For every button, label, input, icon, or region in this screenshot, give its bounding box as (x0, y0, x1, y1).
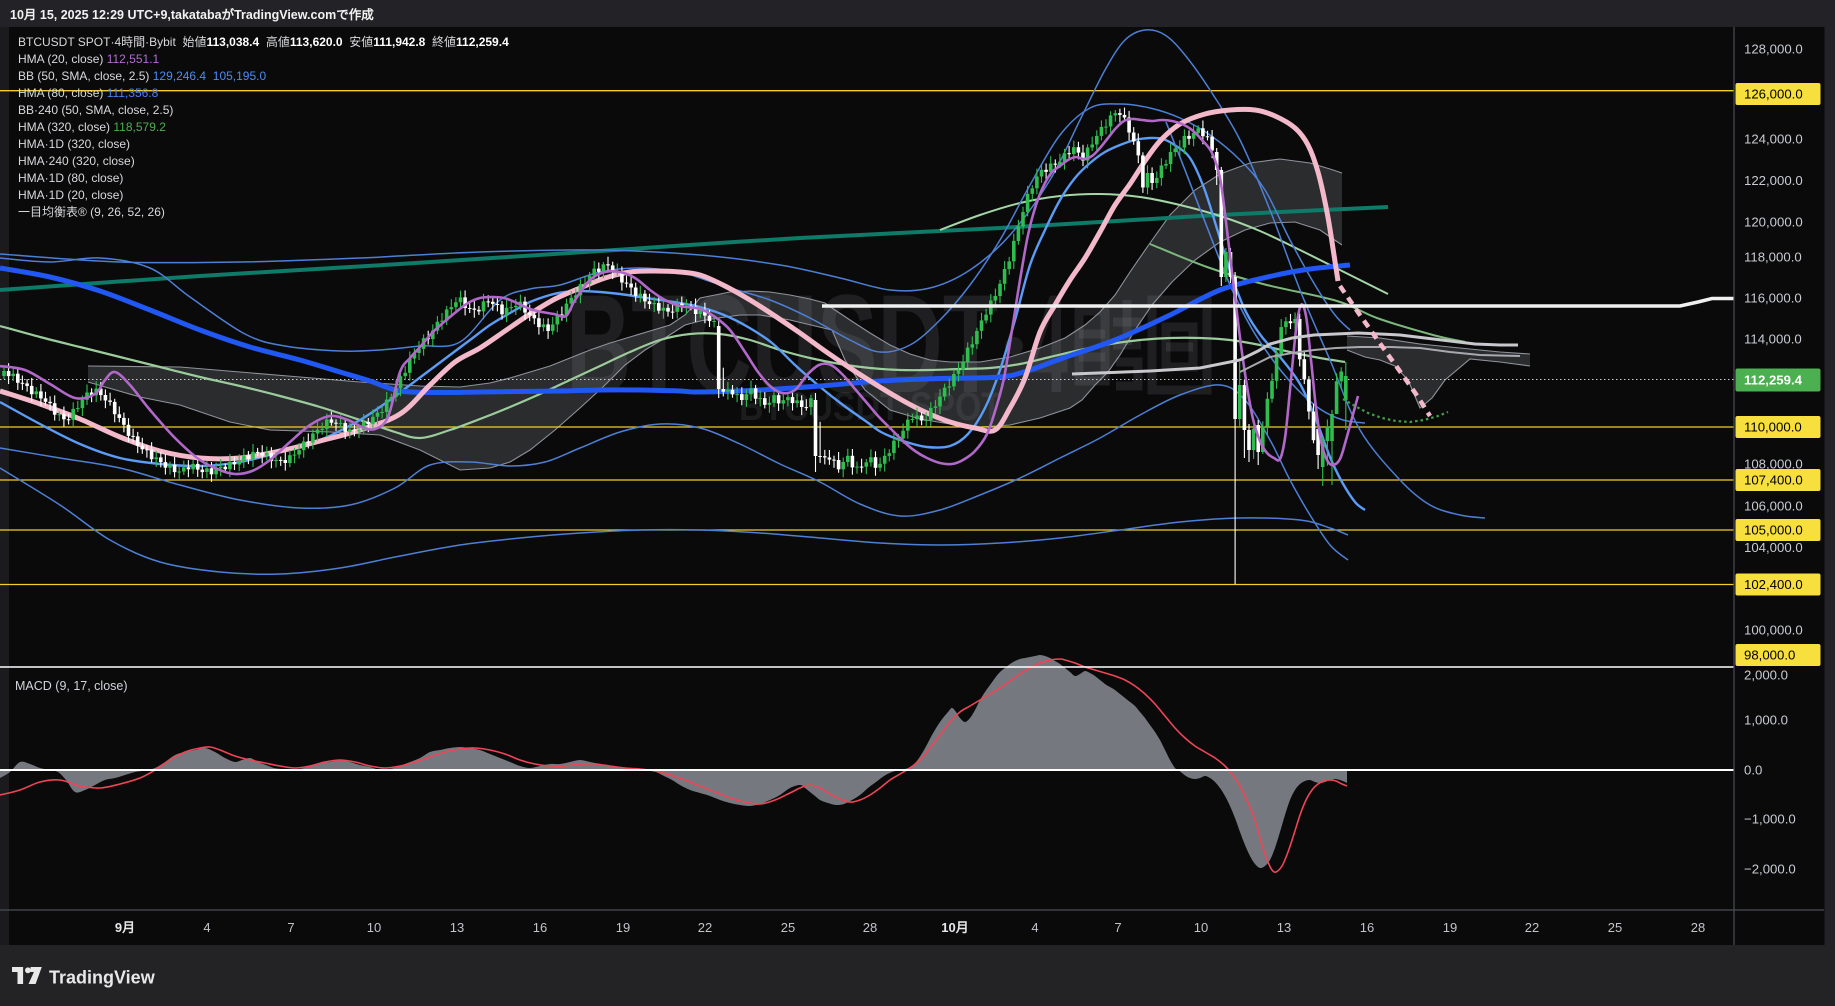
svg-text:28: 28 (1691, 920, 1705, 935)
svg-text:13: 13 (450, 920, 464, 935)
svg-text:10月 15, 2025 12:29 UTC+9,takat: 10月 15, 2025 12:29 UTC+9,takatabaがTradin… (10, 7, 374, 22)
svg-text:19: 19 (1443, 920, 1457, 935)
svg-text:BTCUSDT: BTCUSDT (566, 265, 998, 422)
svg-text:100,000.0: 100,000.0 (1744, 623, 1803, 638)
svg-text:一目均衡表® (9, 26, 52, 26): 一目均衡表® (9, 26, 52, 26) (18, 205, 165, 219)
svg-text:4: 4 (1031, 920, 1038, 935)
svg-text:10月: 10月 (941, 920, 968, 935)
svg-text:HMA (20, close) 112,551.1: HMA (20, close) 112,551.1 (18, 52, 160, 66)
svg-text:25: 25 (781, 920, 795, 935)
svg-text:2,000.0: 2,000.0 (1744, 668, 1788, 683)
svg-text:TradingView: TradingView (49, 968, 156, 988)
svg-text:118,000.0: 118,000.0 (1744, 249, 1802, 264)
svg-text:110,000.0: 110,000.0 (1744, 420, 1802, 435)
svg-text:4: 4 (203, 920, 210, 935)
svg-text:105,000.0: 105,000.0 (1744, 523, 1803, 538)
svg-text:107,400.0: 107,400.0 (1744, 473, 1803, 488)
svg-text:−2,000.0: −2,000.0 (1744, 862, 1796, 877)
svg-text:7: 7 (287, 920, 294, 935)
svg-text:124,000.0: 124,000.0 (1744, 132, 1803, 147)
svg-text:7: 7 (1114, 920, 1121, 935)
svg-text:10: 10 (367, 920, 381, 935)
svg-text:HMA·240 (320, close): HMA·240 (320, close) (18, 154, 135, 168)
svg-text:MACD (9, 17, close): MACD (9, 17, close) (15, 679, 128, 693)
svg-text:HMA (320, close) 118,579.2: HMA (320, close) 118,579.2 (18, 120, 166, 134)
svg-text:98,000.0: 98,000.0 (1744, 648, 1795, 663)
svg-text:120,000.0: 120,000.0 (1744, 215, 1803, 230)
svg-text:HMA (80, close) 111,356.8: HMA (80, close) 111,356.8 (18, 86, 159, 100)
svg-text:HMA·1D (20, close): HMA·1D (20, close) (18, 188, 123, 202)
svg-text:BB (50, SMA, close, 2.5) 129,: BB (50, SMA, close, 2.5) 129,246.4 105,1… (18, 69, 266, 83)
svg-text:116,000.0: 116,000.0 (1744, 291, 1802, 306)
svg-text:126,000.0: 126,000.0 (1744, 87, 1803, 102)
svg-text:114,000.0: 114,000.0 (1744, 332, 1802, 347)
svg-text:0.0: 0.0 (1744, 763, 1762, 778)
svg-text:112,259.4: 112,259.4 (1744, 373, 1803, 388)
svg-text:16: 16 (1360, 920, 1374, 935)
svg-text:106,000.0: 106,000.0 (1744, 499, 1803, 514)
svg-text:22: 22 (1525, 920, 1539, 935)
svg-text:1,000.0: 1,000.0 (1744, 713, 1788, 728)
svg-text:16: 16 (533, 920, 547, 935)
svg-text:9月: 9月 (115, 920, 135, 935)
svg-text:10: 10 (1194, 920, 1208, 935)
svg-text:HMA·1D (80, close): HMA·1D (80, close) (18, 171, 123, 185)
svg-text:104,000.0: 104,000.0 (1744, 540, 1803, 555)
svg-text:−1,000.0: −1,000.0 (1744, 812, 1796, 827)
svg-text:BB·240 (50, SMA, close, 2.5): BB·240 (50, SMA, close, 2.5) (18, 103, 173, 117)
svg-text:25: 25 (1608, 920, 1622, 935)
svg-text:28: 28 (863, 920, 877, 935)
svg-text:BTCUSDT SPOT·4時間·Bybit 始値113,: BTCUSDT SPOT·4時間·Bybit 始値113,038.4 高値113… (18, 34, 509, 49)
svg-text:122,000.0: 122,000.0 (1744, 173, 1803, 188)
svg-text:128,000.0: 128,000.0 (1744, 42, 1803, 57)
svg-text:108,000.0: 108,000.0 (1744, 457, 1803, 472)
svg-text:13: 13 (1277, 920, 1291, 935)
svg-text:22: 22 (698, 920, 712, 935)
svg-text:102,400.0: 102,400.0 (1744, 577, 1803, 592)
svg-text:HMA·1D (320, close): HMA·1D (320, close) (18, 137, 130, 151)
svg-text:19: 19 (616, 920, 630, 935)
